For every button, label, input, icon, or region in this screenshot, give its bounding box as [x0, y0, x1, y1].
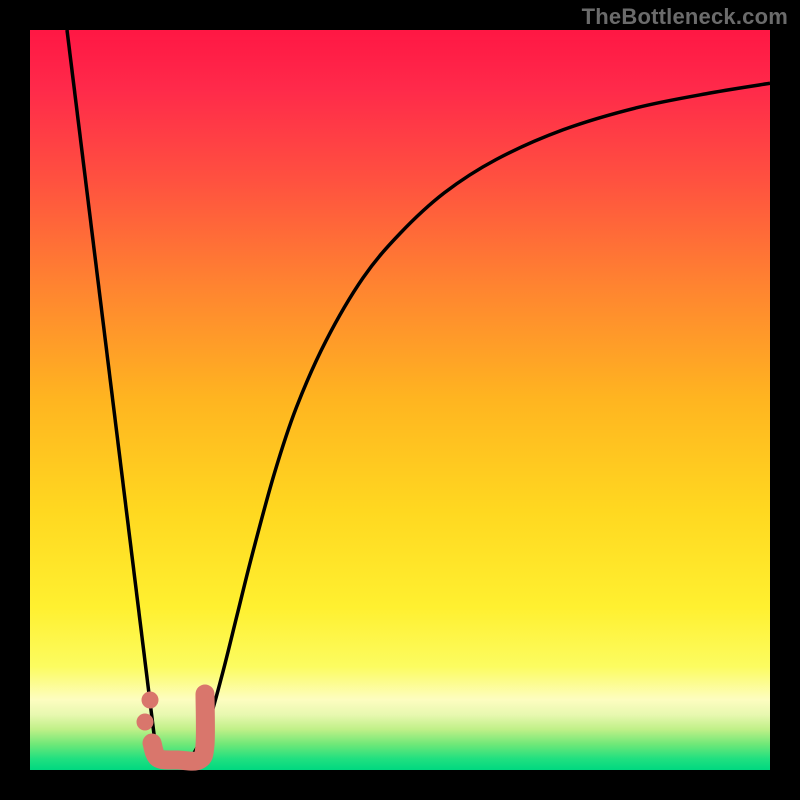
marker-dot	[142, 692, 159, 709]
marker-dot	[137, 714, 154, 731]
chart-frame: TheBottleneck.com	[0, 0, 800, 800]
watermark-text: TheBottleneck.com	[582, 4, 788, 30]
bottleneck-chart	[0, 0, 800, 800]
gradient-background	[30, 30, 770, 770]
